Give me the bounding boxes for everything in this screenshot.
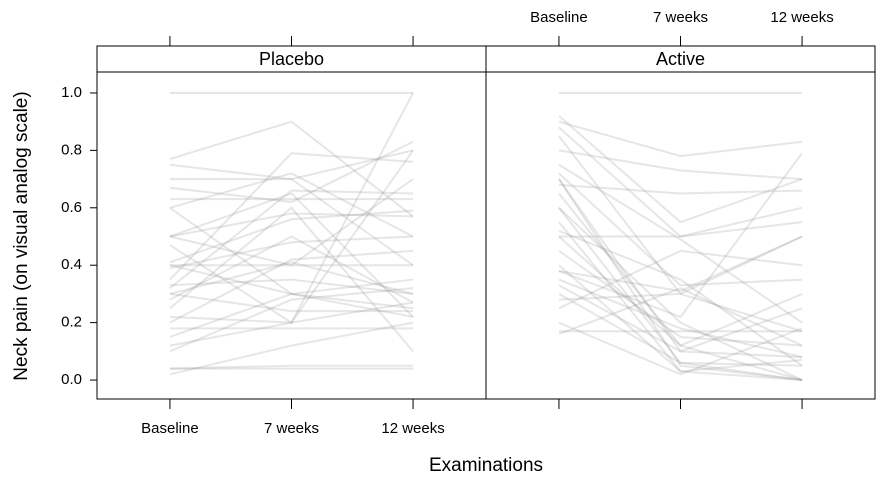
data-line: [169, 192, 414, 318]
data-line: [558, 207, 803, 367]
data-line: [169, 278, 414, 338]
data-line: [558, 178, 803, 359]
strip-label: Placebo: [259, 49, 324, 69]
data-line: [169, 140, 414, 204]
data-line: [558, 192, 803, 347]
data-line: [558, 278, 803, 359]
y-tick-label: 0.4: [61, 256, 82, 273]
data-line: [558, 284, 803, 353]
data-line: [169, 301, 414, 324]
strip-label: Active: [656, 49, 705, 69]
data-line: [558, 250, 803, 347]
data-line: [558, 229, 803, 367]
data-line: [558, 163, 803, 324]
data-line: [169, 249, 414, 324]
data-line: [169, 120, 414, 218]
data-line: [169, 292, 414, 313]
data-line: [169, 149, 414, 181]
data-line: [558, 292, 803, 333]
data-line: [558, 235, 803, 293]
y-tick-label: 0.8: [61, 141, 82, 158]
data-line: [169, 206, 414, 352]
data-line: [169, 212, 414, 238]
data-line: [169, 92, 414, 347]
data-line: [169, 172, 414, 238]
data-line: [169, 235, 414, 270]
data-line: [558, 115, 803, 224]
data-line: [169, 178, 414, 267]
data-line: [169, 321, 414, 376]
y-tick-label: 1.0: [61, 84, 82, 101]
strip: [485, 45, 876, 73]
data-line: [558, 172, 803, 287]
data-line: [558, 249, 803, 310]
data-line: [558, 120, 803, 158]
x-tick-label: 7 weeks: [264, 420, 319, 437]
data-line: [558, 149, 803, 181]
data-line: [558, 235, 803, 382]
data-line: [558, 321, 803, 376]
x-tick-label: 12 weeks: [381, 420, 444, 437]
data-line: [558, 264, 803, 382]
data-line: [558, 152, 803, 319]
data-line: [169, 209, 414, 264]
y-axis-title: Neck pain (on visual analog scale): [11, 91, 32, 380]
x-tick-label: 7 weeks: [653, 9, 708, 26]
data-line: [169, 178, 414, 267]
x-tick-label: Baseline: [141, 420, 199, 437]
data-line: [558, 178, 803, 382]
data-line: [169, 152, 414, 281]
data-line: [169, 287, 414, 353]
data-line: [558, 135, 803, 296]
data-line: [169, 149, 414, 324]
data-line: [558, 221, 803, 238]
y-tick-label: 0.0: [61, 371, 82, 388]
data-line: [558, 287, 803, 347]
data-line: [169, 261, 414, 295]
y-tick-label: 0.6: [61, 199, 82, 216]
data-line: [558, 183, 803, 195]
y-tick-label: 0.2: [61, 314, 82, 331]
x-tick-label: 12 weeks: [770, 9, 833, 26]
data-line: [169, 364, 414, 370]
data-line: [558, 126, 803, 238]
data-line: [169, 278, 414, 295]
data-line: [169, 189, 414, 289]
x-tick-label: Baseline: [530, 9, 588, 26]
data-line: [169, 235, 414, 304]
data-line: [558, 221, 803, 373]
data-line: [558, 207, 803, 381]
data-line: [169, 264, 414, 318]
data-line: [558, 293, 803, 382]
data-line: [169, 206, 414, 310]
x-axis-title: Examinations: [429, 455, 543, 476]
